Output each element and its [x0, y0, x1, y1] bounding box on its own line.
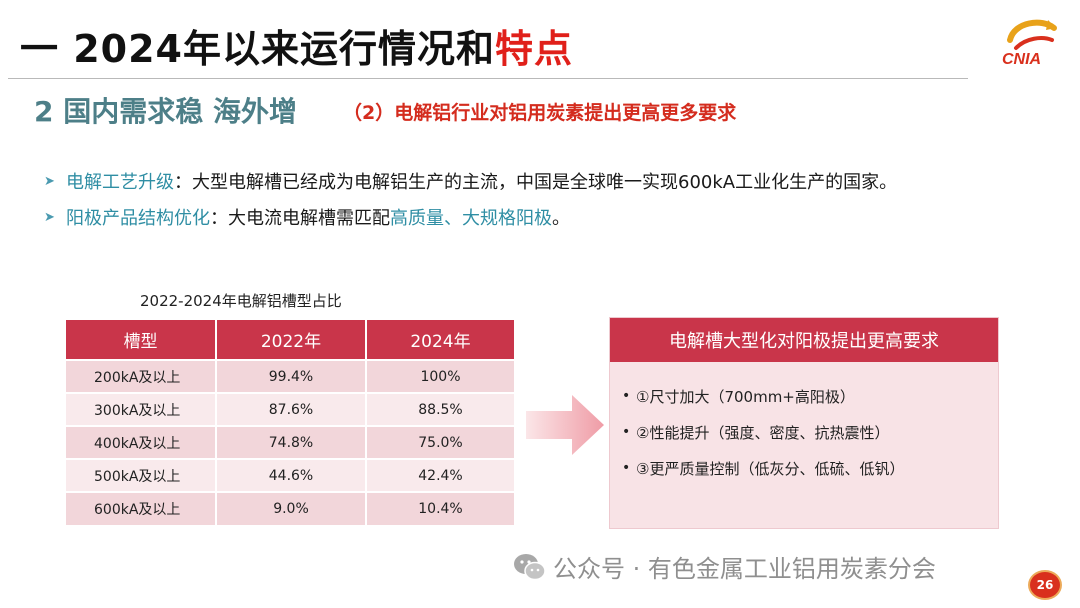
table-cell: 400kA及以上: [66, 425, 217, 459]
arrow-bullet-icon: ➤: [44, 209, 55, 225]
requirements-list: • ①尺寸加大（700mm+高阳极） • ②性能提升（强度、密度、抗热震性） •…: [610, 362, 998, 486]
requirement-text: ②性能提升（强度、密度、抗热震性）: [636, 423, 890, 442]
table-cell: 9.0%: [216, 491, 367, 525]
panel-title: 电解槽大型化对阳极提出更高要求: [610, 318, 998, 362]
table-cell: 74.8%: [216, 425, 367, 459]
table-cell: 600kA及以上: [66, 491, 217, 525]
table-cell: 88.5%: [366, 392, 514, 426]
table-row: 200kA及以上 99.4% 100%: [66, 359, 514, 393]
title-main: 一 2024年以来运行情况和: [20, 27, 495, 71]
table-row: 500kA及以上 44.6% 42.4%: [66, 458, 514, 492]
table-cell: 44.6%: [216, 458, 367, 492]
bullet-item: ➤ 电解工艺升级 ：大型电解槽已经成为电解铝生产的主流，中国是全球唯一实现600…: [44, 163, 897, 199]
bullet-dot-icon: •: [622, 424, 631, 440]
cnia-logo: CNIA: [998, 14, 1064, 68]
bullet-dot-icon: •: [622, 388, 631, 404]
title-divider: [8, 78, 968, 79]
wechat-watermark: 公众号 · 有色金属工业铝用炭素分会: [513, 549, 936, 584]
section-note: （2）电解铝行业对铝用炭素提出更高更多要求: [343, 102, 737, 124]
bullet-list: ➤ 电解工艺升级 ：大型电解槽已经成为电解铝生产的主流，中国是全球唯一实现600…: [44, 163, 897, 235]
bullet-tail: 。: [552, 208, 570, 229]
requirement-item: • ③更严质量控制（低灰分、低硫、低钒）: [622, 450, 998, 486]
right-arrow-icon: [526, 393, 606, 457]
requirement-text: ③更严质量控制（低灰分、低硫、低钒）: [636, 459, 905, 478]
table-cell: 200kA及以上: [66, 359, 217, 393]
column-header: 2022年: [216, 320, 367, 360]
title-highlight: 特点: [495, 27, 574, 71]
bullet-highlight: 高质量、大规格阳极: [390, 208, 552, 229]
page-number-badge: 26: [1030, 572, 1060, 598]
table-row: 400kA及以上 74.8% 75.0%: [66, 425, 514, 459]
bullet-dot-icon: •: [622, 460, 631, 476]
requirement-text: ①尺寸加大（700mm+高阳极）: [636, 387, 855, 406]
requirement-item: • ①尺寸加大（700mm+高阳极）: [622, 378, 998, 414]
bullet-text: ：大电流电解槽需匹配: [210, 208, 390, 229]
svg-text:CNIA: CNIA: [1002, 51, 1041, 68]
table-row: 300kA及以上 87.6% 88.5%: [66, 392, 514, 426]
table-cell: 42.4%: [366, 458, 514, 492]
column-header: 2024年: [366, 320, 514, 360]
table-header-row: 槽型 2022年 2024年: [66, 320, 514, 360]
table-cell: 300kA及以上: [66, 392, 217, 426]
table-cell: 99.4%: [216, 359, 367, 393]
table-row: 600kA及以上 9.0% 10.4%: [66, 491, 514, 525]
wechat-icon: [514, 553, 546, 580]
slide-title: 一 2024年以来运行情况和特点: [20, 18, 573, 73]
table-cell: 500kA及以上: [66, 458, 217, 492]
watermark-text: 公众号 · 有色金属工业铝用炭素分会: [553, 555, 936, 583]
table-caption: 2022-2024年电解铝槽型占比: [140, 292, 342, 310]
cell-type-table: 槽型 2022年 2024年 200kA及以上 99.4% 100% 300kA…: [66, 320, 514, 525]
table-cell: 10.4%: [366, 491, 514, 525]
bullet-item: ➤ 阳极产品结构优化 ：大电流电解槽需匹配 高质量、大规格阳极 。: [44, 199, 897, 235]
bullet-key: 电解工艺升级: [66, 172, 174, 193]
column-header: 槽型: [66, 320, 217, 360]
requirement-item: • ②性能提升（强度、密度、抗热震性）: [622, 414, 998, 450]
table-cell: 100%: [366, 359, 514, 393]
bullet-text: ：大型电解槽已经成为电解铝生产的主流，中国是全球唯一实现600kA工业化生产的国…: [174, 172, 898, 193]
table-cell: 87.6%: [216, 392, 367, 426]
bullet-key: 阳极产品结构优化: [66, 208, 210, 229]
arrow-bullet-icon: ➤: [44, 173, 55, 189]
table-cell: 75.0%: [366, 425, 514, 459]
requirements-panel: 电解槽大型化对阳极提出更高要求 • ①尺寸加大（700mm+高阳极） • ②性能…: [610, 318, 998, 528]
section-subtitle: 2 国内需求稳 海外增: [34, 95, 297, 128]
